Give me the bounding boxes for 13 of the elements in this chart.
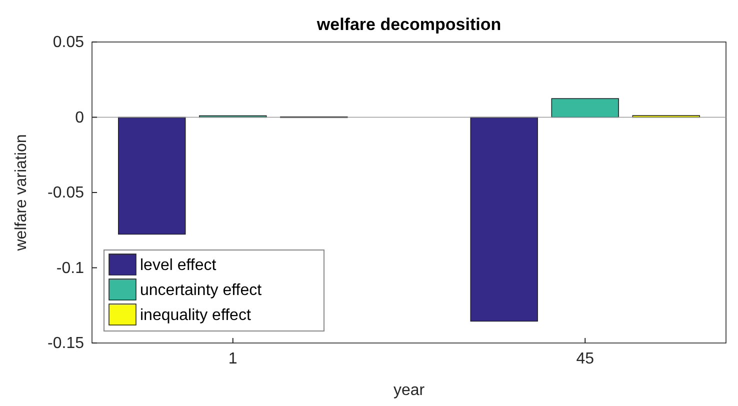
x-tick-label: 1: [228, 350, 238, 368]
y-tick-label: 0.05: [52, 34, 84, 52]
y-tick-label: 0: [75, 109, 84, 126]
chart-title: welfare decomposition: [316, 15, 502, 34]
legend-label: inequality effect: [140, 307, 252, 324]
y-tick-label: -0.05: [48, 184, 84, 202]
x-axis-title: year: [393, 382, 426, 399]
legend-label: uncertainty effect: [140, 282, 262, 300]
y-axis-title: welfare variation: [13, 134, 30, 252]
y-tick-label: -0.15: [48, 335, 84, 352]
x-tick-label: 45: [576, 350, 594, 368]
legend-label: level effect: [140, 257, 217, 274]
y-tick-label: -0.1: [56, 260, 84, 277]
